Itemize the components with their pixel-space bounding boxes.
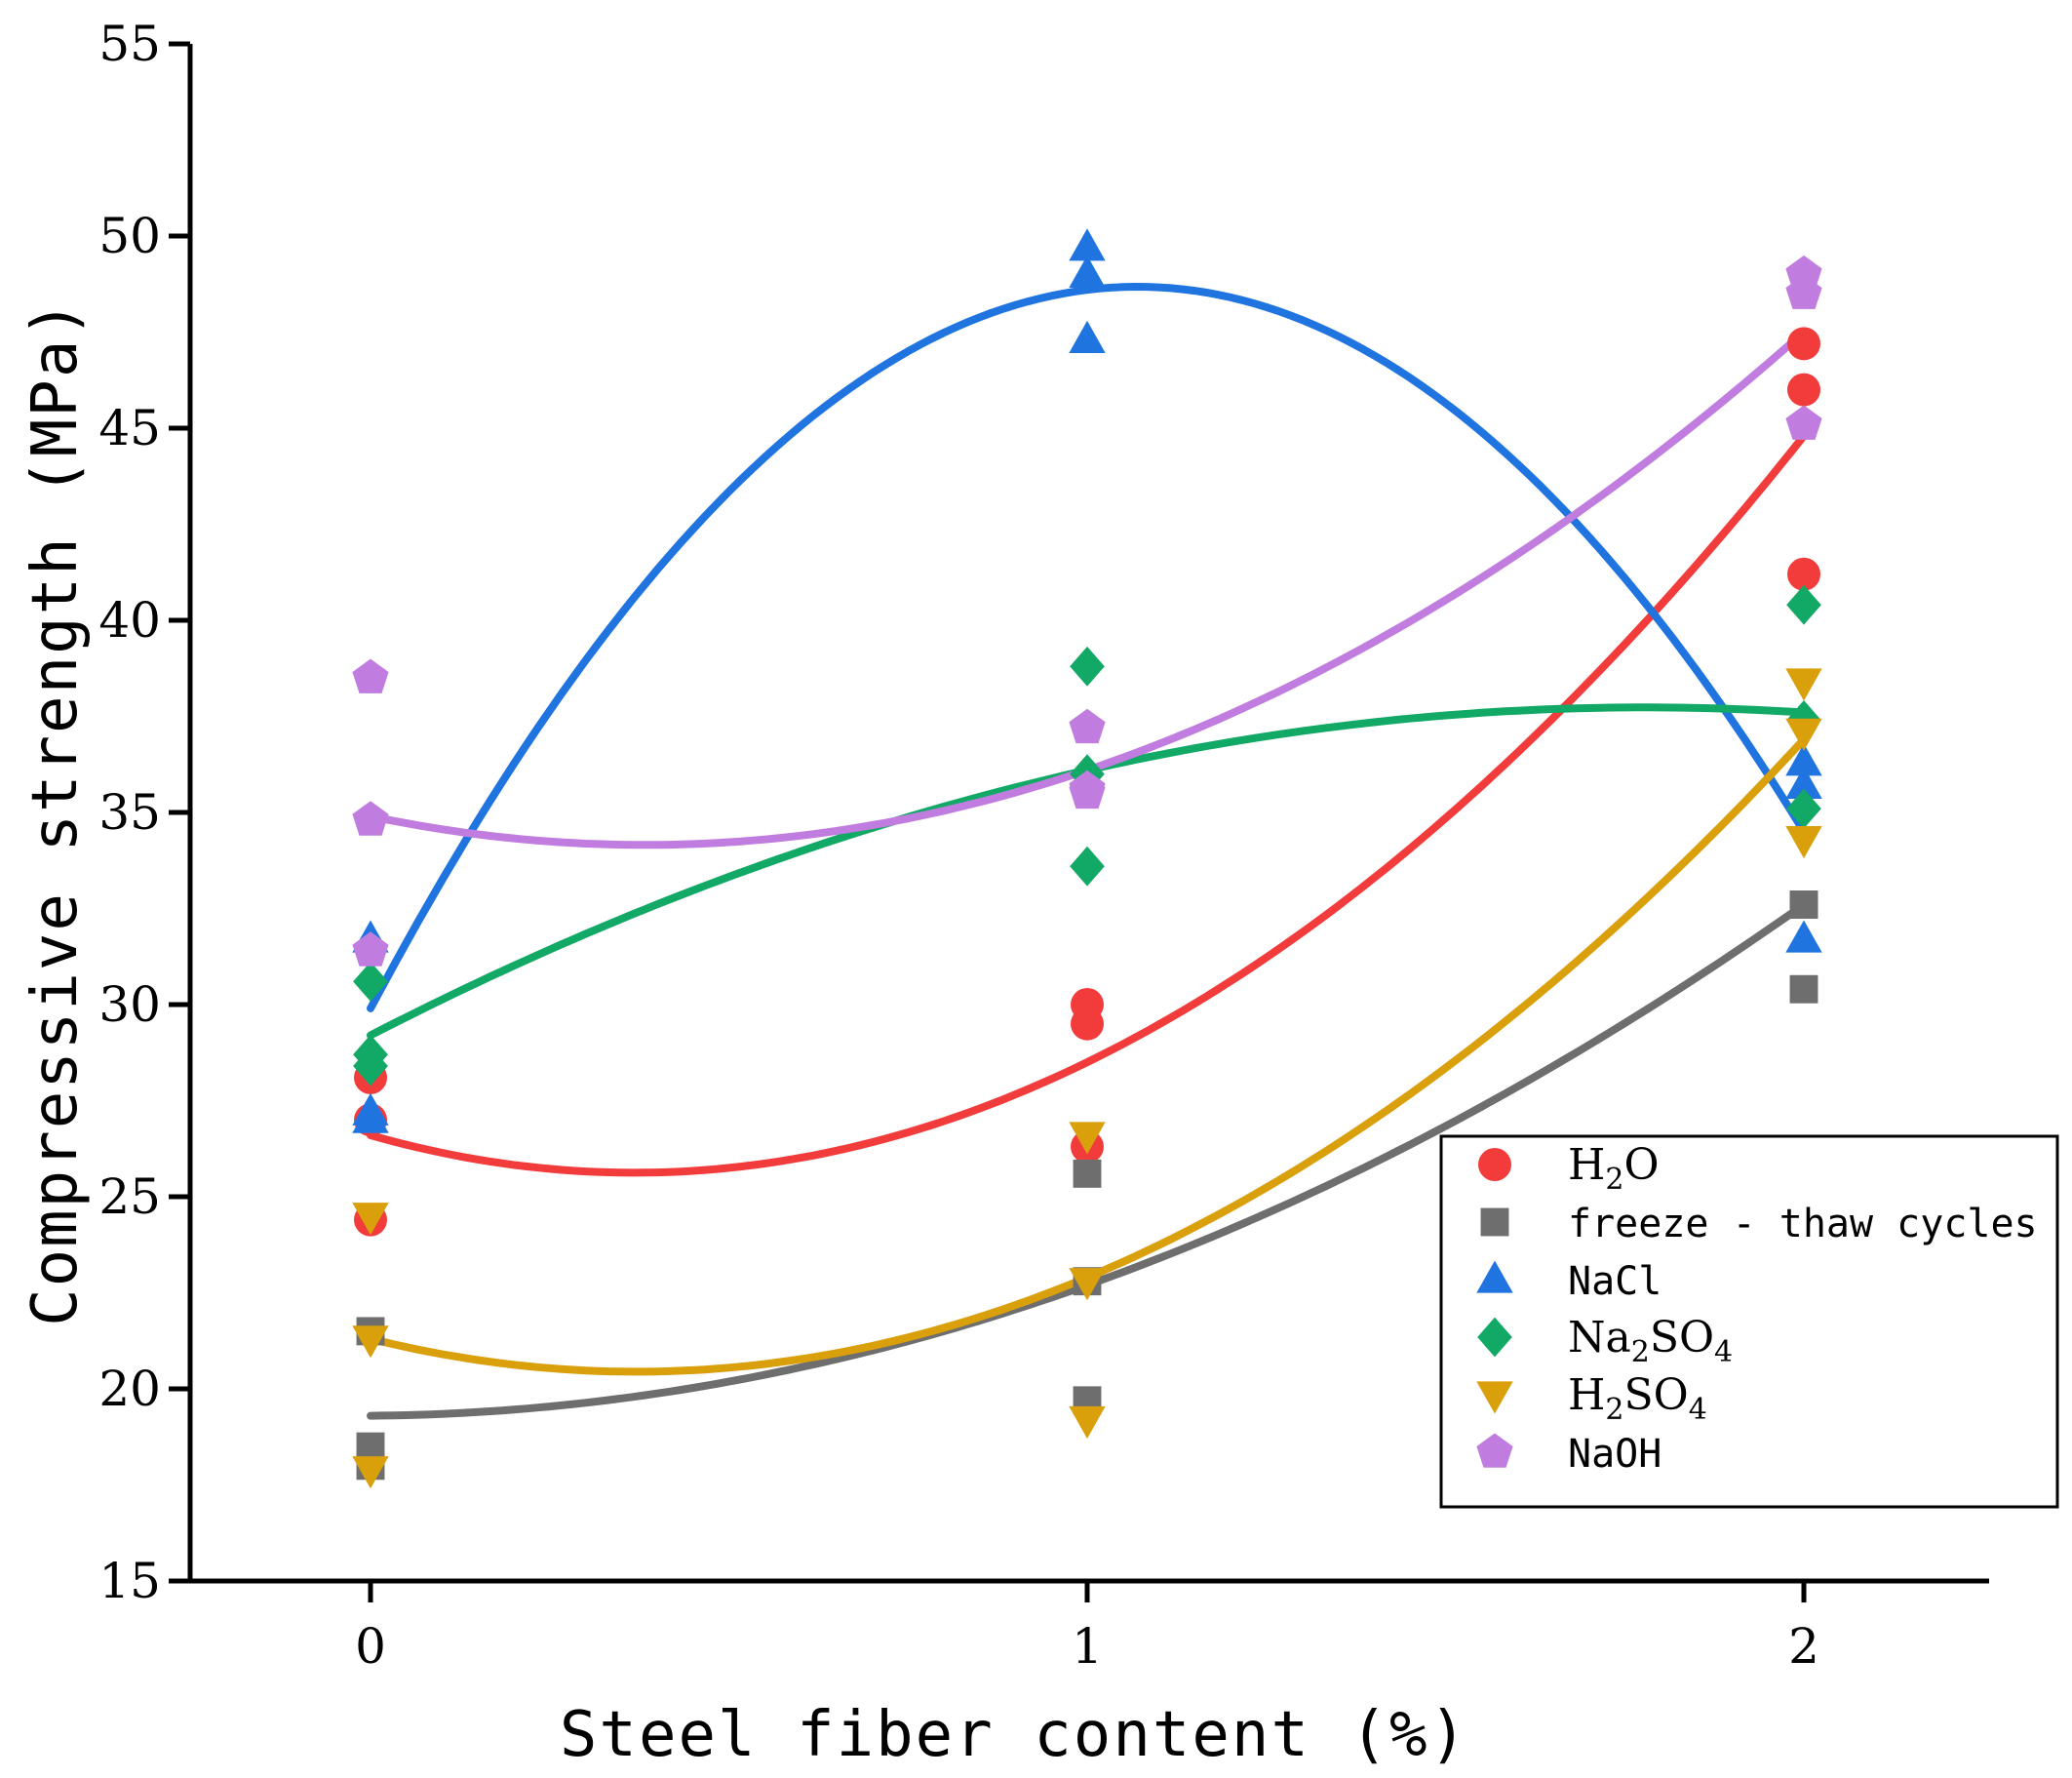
- x-tick-label: 1: [1072, 1618, 1103, 1675]
- data-point: [1073, 1159, 1102, 1188]
- data-point: [1069, 708, 1106, 744]
- data-point: [1789, 974, 1818, 1004]
- x-tick-label: 2: [1788, 1618, 1819, 1675]
- legend-box: [1439, 1134, 2059, 1509]
- y-tick-label: 15: [98, 1553, 161, 1609]
- data-point: [1789, 890, 1818, 920]
- x-axis-title: Steel fiber content (%): [560, 1699, 1468, 1771]
- data-point: [352, 658, 389, 693]
- data-point: [1070, 646, 1105, 687]
- y-axis-title: Compressive strength (MPa): [20, 298, 92, 1326]
- data-point: [1069, 228, 1106, 261]
- y-tick-label: 20: [98, 1361, 161, 1417]
- legend-label: freeze - thaw cycles: [1568, 1202, 2038, 1246]
- legend-label: H2SO4: [1568, 1370, 1707, 1427]
- data-point: [1786, 788, 1821, 829]
- data-point: [1785, 766, 1822, 799]
- data-point: [352, 931, 389, 967]
- data-point: [352, 1203, 389, 1236]
- data-point: [353, 962, 388, 1002]
- data-point: [1786, 584, 1821, 625]
- legend-label: Na2SO4: [1568, 1313, 1733, 1369]
- data-point: [1785, 743, 1822, 776]
- legend-label: NaOH: [1568, 1432, 1662, 1477]
- legend-label: H2O: [1568, 1140, 1660, 1197]
- data-point: [352, 1325, 389, 1359]
- legend-label: NaCl: [1568, 1259, 1662, 1304]
- data-point: [1478, 1148, 1511, 1181]
- data-point: [1071, 1007, 1104, 1041]
- data-point: [1069, 770, 1106, 806]
- fit-curve: [367, 282, 1808, 1012]
- data-point: [1787, 557, 1820, 591]
- y-tick-label: 40: [98, 592, 161, 649]
- y-ticks: 15 20 25 30 35 40 45 50 55: [98, 16, 190, 1609]
- x-ticks: 0 1 2: [355, 1581, 1819, 1675]
- y-tick-label: 45: [98, 400, 161, 456]
- data-point: [1480, 1207, 1509, 1237]
- data-point: [1476, 1381, 1513, 1414]
- data-point: [1069, 1122, 1106, 1155]
- y-tick-label: 25: [98, 1168, 161, 1225]
- data-point: [352, 1100, 389, 1133]
- data-point: [352, 801, 389, 836]
- data-point: [1787, 373, 1820, 407]
- data-point: [1785, 668, 1822, 701]
- data-point: [1785, 405, 1822, 440]
- data-point: [1476, 1433, 1513, 1468]
- data-point: [1785, 826, 1822, 859]
- y-tick-label: 30: [98, 976, 161, 1033]
- data-point: [1477, 1317, 1512, 1358]
- data-point: [352, 1456, 389, 1489]
- y-tick-label: 55: [98, 16, 161, 72]
- data-points: [352, 228, 1822, 1489]
- data-point: [1785, 718, 1822, 751]
- y-tick-label: 50: [98, 208, 161, 264]
- data-point: [1069, 1405, 1106, 1440]
- data-point: [1785, 920, 1822, 953]
- data-point: [1069, 255, 1106, 288]
- data-point: [1787, 327, 1820, 361]
- data-point: [1069, 1268, 1106, 1301]
- data-point: [1069, 320, 1106, 353]
- x-tick-label: 0: [355, 1618, 386, 1675]
- data-point: [1785, 274, 1822, 309]
- y-tick-label: 35: [98, 784, 161, 841]
- data-point: [1476, 1260, 1513, 1293]
- data-point: [353, 1046, 388, 1087]
- data-point: [1070, 846, 1105, 887]
